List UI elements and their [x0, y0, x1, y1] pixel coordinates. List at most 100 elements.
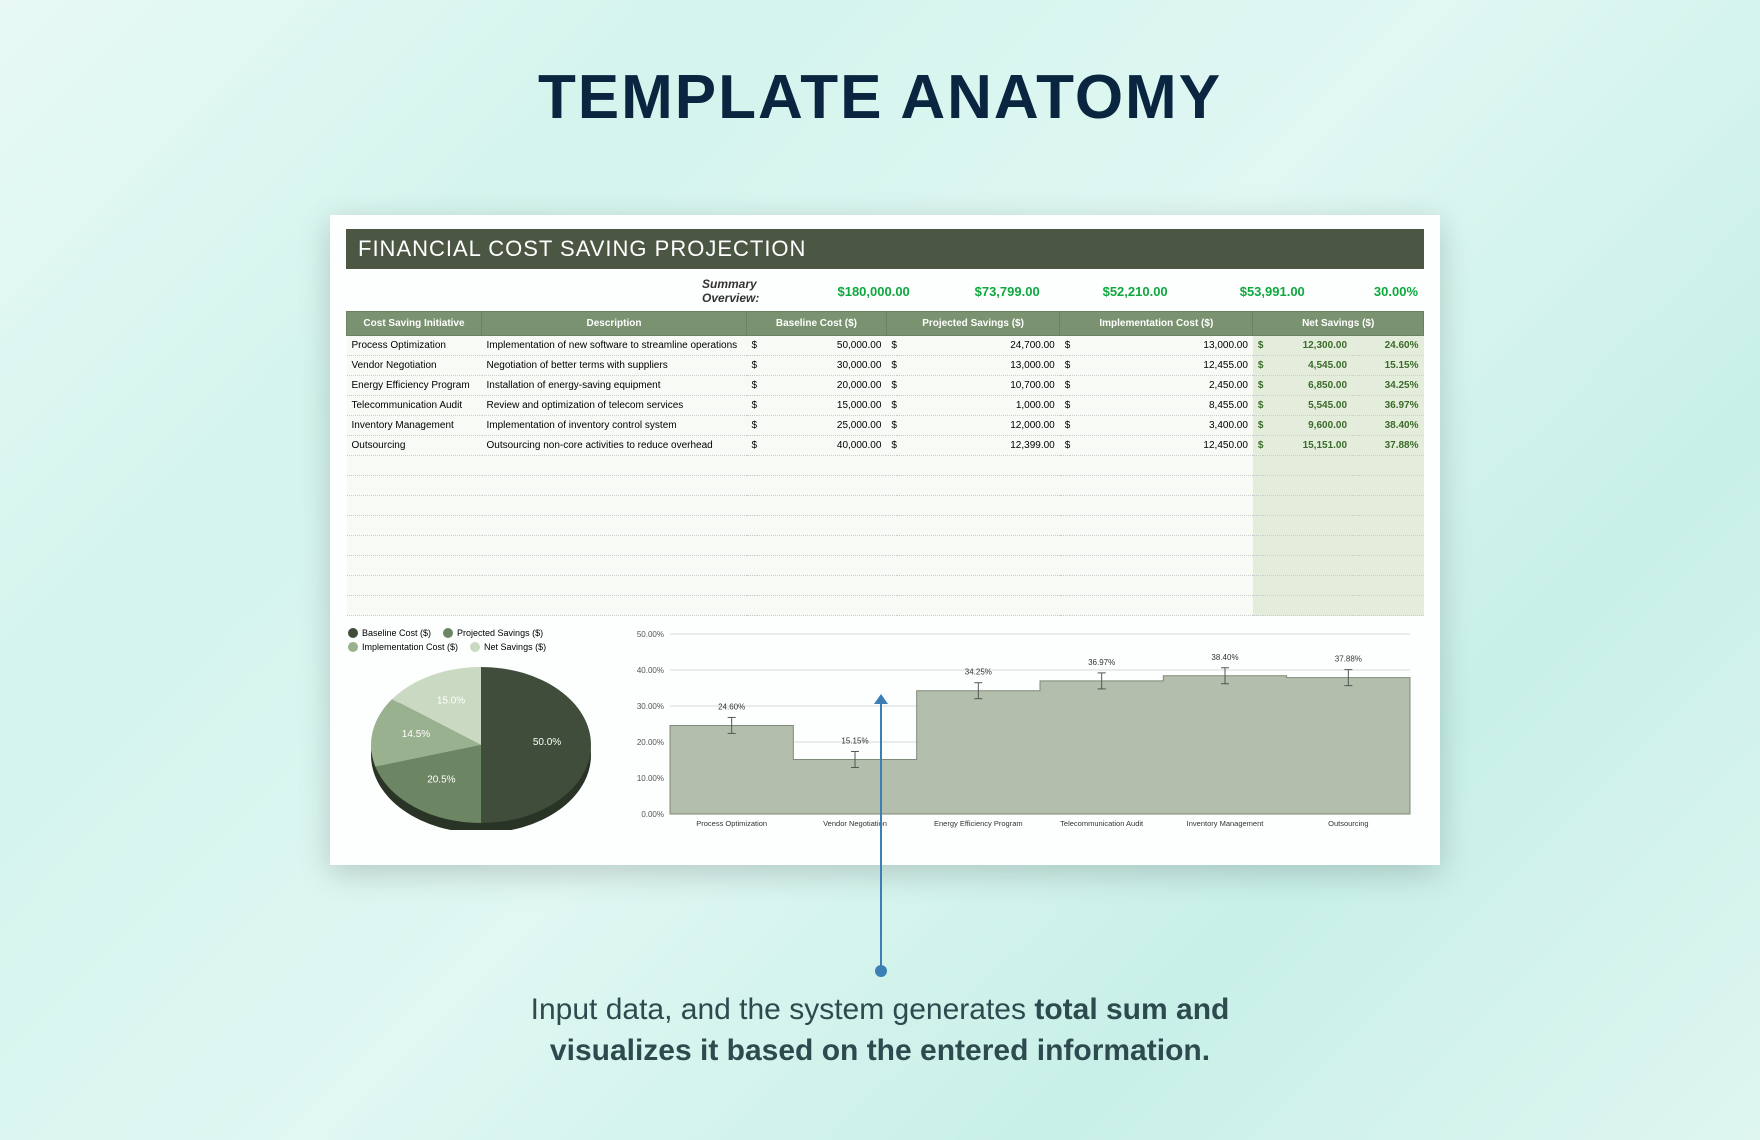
table-row-empty — [347, 536, 1424, 556]
legend-swatch-icon — [443, 628, 453, 638]
dollar-icon: $ — [747, 356, 758, 376]
dollar-icon: $ — [747, 436, 758, 456]
cell-init: Inventory Management — [347, 416, 482, 436]
x-tick-label: Energy Efficiency Program — [934, 819, 1023, 828]
cell-proj: 24,700.00 — [897, 336, 1060, 356]
cell-impl: 8,455.00 — [1070, 396, 1253, 416]
summary-label: Summary Overview: — [702, 277, 807, 305]
dollar-icon: $ — [886, 436, 897, 456]
charts-area: Baseline Cost ($)Projected Savings ($)Im… — [346, 624, 1424, 849]
bar-value-label: 37.88% — [1335, 655, 1362, 664]
cell-desc: Negotiation of better terms with supplie… — [482, 356, 747, 376]
y-tick-label: 20.00% — [637, 738, 664, 747]
cell-pct: 24.60% — [1352, 336, 1423, 356]
cell-init: Process Optimization — [347, 336, 482, 356]
table-row-empty — [347, 476, 1424, 496]
cell-init: Outsourcing — [347, 436, 482, 456]
summary-baseline: $180,000.00 — [837, 284, 974, 299]
y-tick-label: 0.00% — [641, 810, 664, 819]
callout-line — [880, 700, 882, 970]
pie-label: 15.0% — [437, 695, 465, 706]
legend-label: Implementation Cost ($) — [362, 642, 458, 652]
cell-proj: 10,700.00 — [897, 376, 1060, 396]
cell-impl: 2,450.00 — [1070, 376, 1253, 396]
dollar-icon: $ — [886, 396, 897, 416]
cell-pct: 36.97% — [1352, 396, 1423, 416]
bar-value-label: 24.60% — [718, 702, 745, 711]
step-area — [670, 676, 1410, 814]
legend-label: Net Savings ($) — [484, 642, 546, 652]
dollar-icon: $ — [747, 336, 758, 356]
pie-label: 20.5% — [427, 774, 455, 785]
dollar-icon: $ — [747, 376, 758, 396]
dollar-icon: $ — [886, 376, 897, 396]
dollar-icon: $ — [1060, 376, 1071, 396]
table-row: Inventory ManagementImplementation of in… — [347, 416, 1424, 436]
bar-svg: 0.00%10.00%20.00%30.00%40.00%50.00%24.60… — [620, 624, 1420, 844]
cell-net: 5,545.00 — [1263, 396, 1352, 416]
sheet-title: FINANCIAL COST SAVING PROJECTION — [346, 229, 1424, 269]
cell-base: 40,000.00 — [757, 436, 886, 456]
cell-net: 12,300.00 — [1263, 336, 1352, 356]
legend-swatch-icon — [348, 628, 358, 638]
cell-desc: Review and optimization of telecom servi… — [482, 396, 747, 416]
callout-dot-icon — [875, 965, 887, 977]
cell-pct: 15.15% — [1352, 356, 1423, 376]
cell-init: Telecommunication Audit — [347, 396, 482, 416]
table-row-empty — [347, 596, 1424, 616]
legend-item: Implementation Cost ($) — [348, 642, 458, 652]
dollar-icon: $ — [886, 416, 897, 436]
cell-desc: Implementation of inventory control syst… — [482, 416, 747, 436]
y-tick-label: 30.00% — [637, 702, 664, 711]
cell-pct: 37.88% — [1352, 436, 1423, 456]
table-row: OutsourcingOutsourcing non-core activiti… — [347, 436, 1424, 456]
dollar-icon: $ — [1060, 416, 1071, 436]
dollar-icon: $ — [1253, 396, 1264, 416]
cell-pct: 38.40% — [1352, 416, 1423, 436]
col-header: Description — [482, 312, 747, 336]
data-table: Cost Saving InitiativeDescriptionBaselin… — [346, 311, 1424, 616]
cell-base: 30,000.00 — [757, 356, 886, 376]
dollar-icon: $ — [1253, 356, 1264, 376]
legend-swatch-icon — [470, 642, 480, 652]
cell-impl: 12,450.00 — [1070, 436, 1253, 456]
cell-base: 50,000.00 — [757, 336, 886, 356]
legend-item: Net Savings ($) — [470, 642, 546, 652]
cell-proj: 1,000.00 — [897, 396, 1060, 416]
cell-impl: 3,400.00 — [1070, 416, 1253, 436]
dollar-icon: $ — [1253, 336, 1264, 356]
cell-net: 6,850.00 — [1263, 376, 1352, 396]
dollar-icon: $ — [1253, 436, 1264, 456]
pie-legend: Baseline Cost ($)Projected Savings ($)Im… — [346, 624, 606, 660]
summary-impl: $52,210.00 — [1103, 284, 1240, 299]
dollar-icon: $ — [1060, 396, 1071, 416]
pie-svg: 50.0%20.5%14.5%15.0% — [346, 660, 606, 830]
col-header: Net Savings ($) — [1253, 312, 1424, 336]
summary-projected: $73,799.00 — [975, 284, 1103, 299]
cell-proj: 12,000.00 — [897, 416, 1060, 436]
dollar-icon: $ — [747, 416, 758, 436]
x-tick-label: Process Optimization — [696, 819, 767, 828]
cell-net: 4,545.00 — [1263, 356, 1352, 376]
legend-swatch-icon — [348, 642, 358, 652]
col-header: Cost Saving Initiative — [347, 312, 482, 336]
page-title: TEMPLATE ANATOMY — [0, 0, 1760, 133]
cell-proj: 13,000.00 — [897, 356, 1060, 376]
cell-pct: 34.25% — [1352, 376, 1423, 396]
dollar-icon: $ — [1060, 356, 1071, 376]
legend-item: Baseline Cost ($) — [348, 628, 431, 638]
table-row: Energy Efficiency ProgramInstallation of… — [347, 376, 1424, 396]
table-row-empty — [347, 556, 1424, 576]
bar-value-label: 34.25% — [965, 668, 992, 677]
cell-net: 9,600.00 — [1263, 416, 1352, 436]
bar-value-label: 38.40% — [1211, 653, 1238, 662]
col-header: Baseline Cost ($) — [747, 312, 887, 336]
table-row: Process OptimizationImplementation of ne… — [347, 336, 1424, 356]
cell-desc: Installation of energy-saving equipment — [482, 376, 747, 396]
summary-row: Summary Overview: $180,000.00 $73,799.00… — [346, 269, 1424, 311]
table-row-empty — [347, 516, 1424, 536]
legend-label: Baseline Cost ($) — [362, 628, 431, 638]
x-tick-label: Vendor Negotiation — [823, 819, 887, 828]
table-row-empty — [347, 576, 1424, 596]
x-tick-label: Telecommunication Audit — [1060, 819, 1144, 828]
